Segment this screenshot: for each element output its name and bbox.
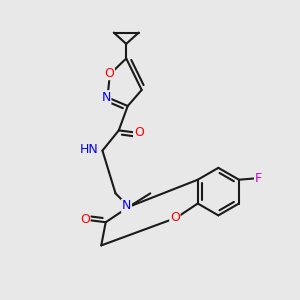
Text: F: F bbox=[255, 172, 262, 185]
Text: O: O bbox=[104, 67, 114, 80]
Text: O: O bbox=[170, 211, 180, 224]
Text: HN: HN bbox=[80, 143, 99, 156]
Text: O: O bbox=[134, 126, 144, 139]
Text: O: O bbox=[80, 213, 90, 226]
Text: N: N bbox=[101, 91, 111, 104]
Text: N: N bbox=[122, 200, 131, 212]
